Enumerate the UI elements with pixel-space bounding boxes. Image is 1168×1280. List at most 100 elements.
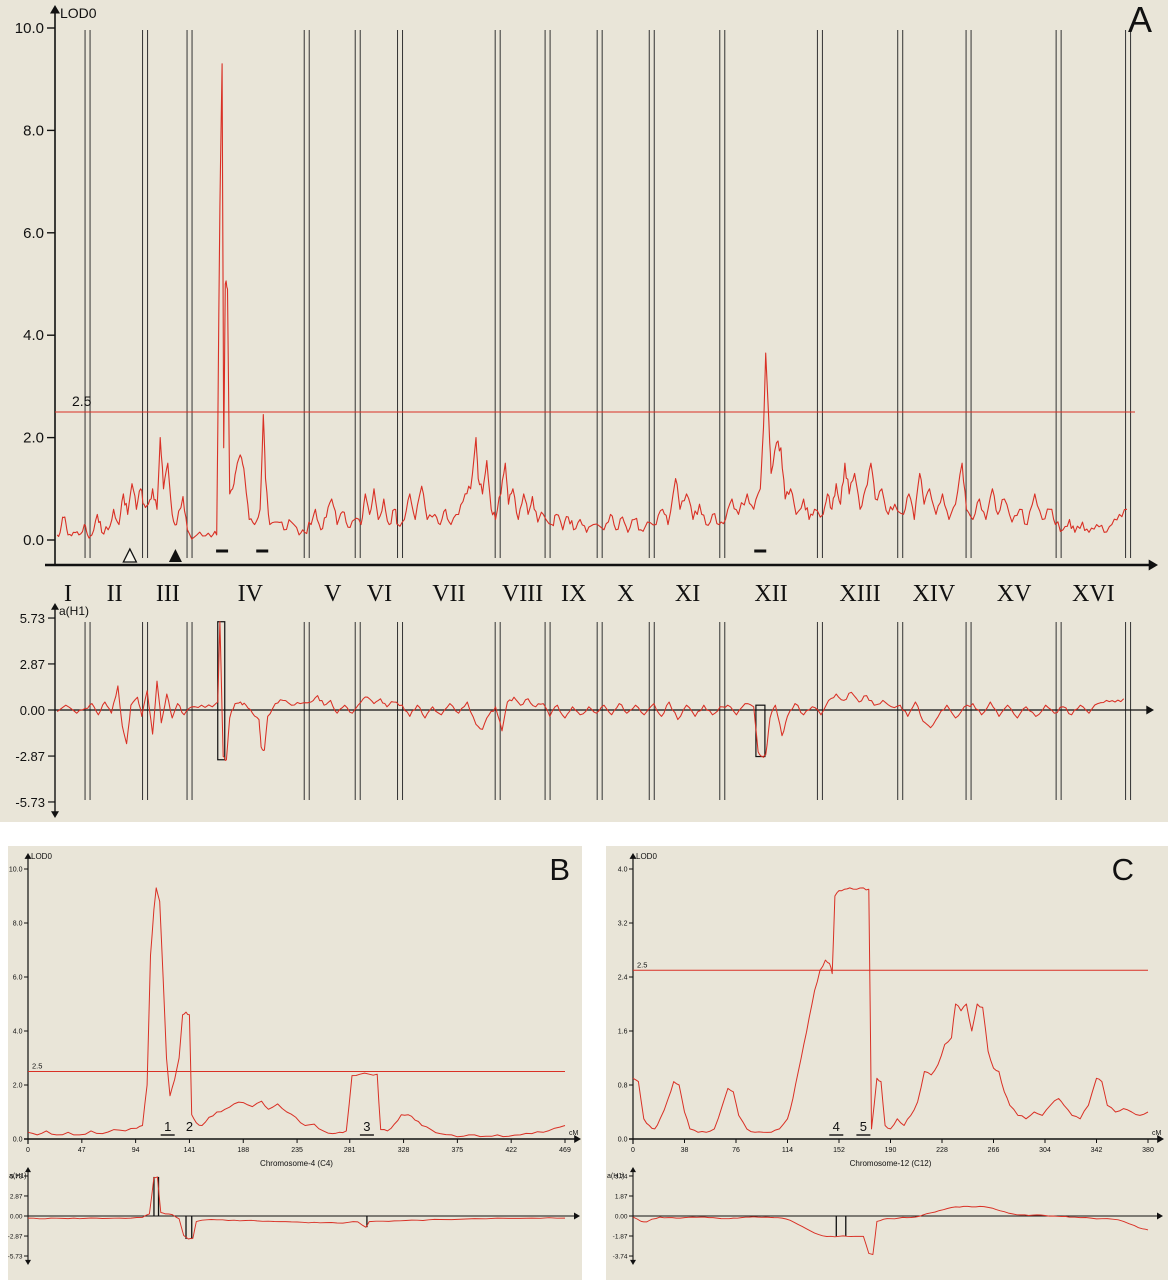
x-tick-label: 0 bbox=[631, 1147, 635, 1154]
axis-arrow bbox=[50, 5, 60, 14]
x-tick-label: 328 bbox=[398, 1147, 410, 1154]
panel-c: LOD0 4.0 3.2 2.4 1.6 0.8 0.0 2.5 0 38 76 114 152 190 2… bbox=[606, 846, 1168, 1280]
axis-arrow bbox=[1157, 1135, 1164, 1143]
panel-a: 10.0 8.0 6.0 4.0 2.0 0.0 LOD0 2.5 I II III IV V VI VII… bbox=[0, 0, 1168, 822]
y-tick-label: 6.0 bbox=[13, 975, 23, 982]
y-tick-label: 2.0 bbox=[23, 430, 44, 447]
x-tick-label: 380 bbox=[1142, 1147, 1154, 1154]
y-tick-label: -1.87 bbox=[613, 1234, 628, 1241]
lod-trace bbox=[632, 887, 1149, 1133]
chromosome-label: XII bbox=[754, 581, 787, 607]
x-tick-label: 76 bbox=[732, 1147, 740, 1154]
axis-arrow bbox=[629, 853, 637, 859]
y-tick-label: 0.0 bbox=[13, 1137, 23, 1144]
y-tick-label: -2.87 bbox=[15, 749, 45, 764]
qtl-number: 1 bbox=[164, 1119, 171, 1134]
chromosome-label: X bbox=[617, 581, 634, 607]
y-axis-title: a(H1) bbox=[9, 1173, 27, 1180]
y-tick-label: 8.0 bbox=[23, 122, 44, 139]
y-tick-label: -3.74 bbox=[613, 1254, 628, 1261]
chromosome-label: XVI bbox=[1072, 581, 1115, 607]
y-axis-title: a(H1) bbox=[607, 1173, 625, 1180]
y-tick-label: 4.0 bbox=[618, 867, 628, 874]
y-tick-label: -5.73 bbox=[8, 1253, 23, 1260]
y-tick-label: 6.0 bbox=[23, 225, 44, 242]
panel-a-label: A bbox=[1127, 0, 1152, 40]
chromosome-label: XIII bbox=[839, 581, 880, 607]
x-unit-label: cM bbox=[1152, 1130, 1162, 1137]
y-tick-label: 1.6 bbox=[618, 1029, 628, 1036]
x-tick-label: 0 bbox=[26, 1147, 30, 1154]
x-tick-label: 304 bbox=[1039, 1147, 1051, 1154]
x-tick-label: 342 bbox=[1091, 1147, 1103, 1154]
y-tick-label: 0.0 bbox=[618, 1137, 628, 1144]
x-tick-label: 375 bbox=[452, 1147, 464, 1154]
y-tick-label: 10.0 bbox=[15, 20, 44, 37]
y-tick-label: 3.2 bbox=[618, 921, 628, 928]
ah1-trace bbox=[632, 1205, 1149, 1255]
axis-arrow bbox=[630, 1259, 636, 1265]
panel-b: LOD0 10.0 8.0 6.0 4.0 2.0 0.0 2.5 0 47 94 141 188 235… bbox=[8, 846, 582, 1280]
axis-arrow bbox=[51, 811, 59, 818]
y-tick-label: 0.00 bbox=[10, 1214, 23, 1221]
x-tick-label: 38 bbox=[681, 1147, 689, 1154]
x-tick-label: 188 bbox=[237, 1147, 249, 1154]
y-tick-label: 3.74 bbox=[615, 1173, 628, 1180]
qtl-number: 2 bbox=[186, 1119, 193, 1134]
chromosome-label: I bbox=[64, 581, 72, 607]
qtl-number: 5 bbox=[860, 1119, 867, 1134]
y-axis-title: LOD0 bbox=[31, 852, 52, 861]
y-tick-label: 0.8 bbox=[618, 1083, 628, 1090]
y-tick-label: 2.87 bbox=[20, 657, 45, 672]
y-tick-label: 1.87 bbox=[615, 1193, 628, 1200]
y-tick-label: 10.0 bbox=[9, 867, 23, 874]
y-tick-label: 2.87 bbox=[10, 1193, 23, 1200]
qtl-number: 3 bbox=[363, 1119, 370, 1134]
y-tick-label: 5.73 bbox=[20, 611, 45, 626]
lod-trace bbox=[56, 63, 1128, 540]
x-tick-label: 469 bbox=[559, 1147, 571, 1154]
y-axis-title: LOD0 bbox=[636, 852, 657, 861]
x-axis-title: Chromosome-12 (C12) bbox=[850, 1159, 932, 1168]
y-tick-label: 4.0 bbox=[13, 1029, 23, 1036]
axis-arrow bbox=[25, 1259, 31, 1265]
open-triangle-marker bbox=[122, 547, 138, 563]
chromosome-label: III bbox=[156, 581, 180, 607]
y-tick-label: 8.0 bbox=[13, 921, 23, 928]
panel-b-label: B bbox=[549, 852, 570, 887]
chromosome-label: IX bbox=[561, 581, 586, 607]
ah1-trace bbox=[56, 621, 1125, 761]
y-axis-title: LOD0 bbox=[60, 5, 97, 21]
x-tick-label: 235 bbox=[291, 1147, 303, 1154]
x-tick-label: 141 bbox=[184, 1147, 196, 1154]
y-tick-label: 4.0 bbox=[23, 327, 44, 344]
axis-arrow bbox=[1148, 559, 1158, 571]
panel-c-chart: LOD0 4.0 3.2 2.4 1.6 0.8 0.0 2.5 0 38 76 114 152 190 2… bbox=[607, 852, 1164, 1265]
chromosome-label: XI bbox=[675, 581, 700, 607]
chromosome-label: XV bbox=[997, 581, 1032, 607]
x-tick-label: 47 bbox=[78, 1147, 86, 1154]
x-unit-label: cM bbox=[569, 1130, 579, 1137]
y-tick-label: 0.00 bbox=[615, 1214, 628, 1221]
chromosome-label: V bbox=[324, 581, 342, 607]
y-axis-title: a(H1) bbox=[59, 604, 89, 618]
chromosome-label: VI bbox=[367, 581, 392, 607]
axis-arrow bbox=[25, 1167, 31, 1173]
panel-c-label: C bbox=[1111, 852, 1134, 887]
axis-arrow bbox=[51, 603, 59, 610]
x-tick-label: 190 bbox=[885, 1147, 897, 1154]
y-tick-label: 2.0 bbox=[13, 1083, 23, 1090]
axis-arrow bbox=[24, 853, 32, 859]
threshold-label: 2.5 bbox=[72, 393, 92, 409]
y-tick-label: -5.73 bbox=[15, 795, 45, 810]
axis-arrow bbox=[1157, 1212, 1163, 1220]
threshold-label: 2.5 bbox=[637, 960, 647, 969]
interval-box bbox=[755, 704, 766, 758]
threshold-label: 2.5 bbox=[32, 1062, 42, 1071]
x-tick-label: 114 bbox=[782, 1147, 793, 1154]
axis-arrow bbox=[574, 1135, 581, 1143]
chromosome-label: IV bbox=[238, 581, 264, 607]
